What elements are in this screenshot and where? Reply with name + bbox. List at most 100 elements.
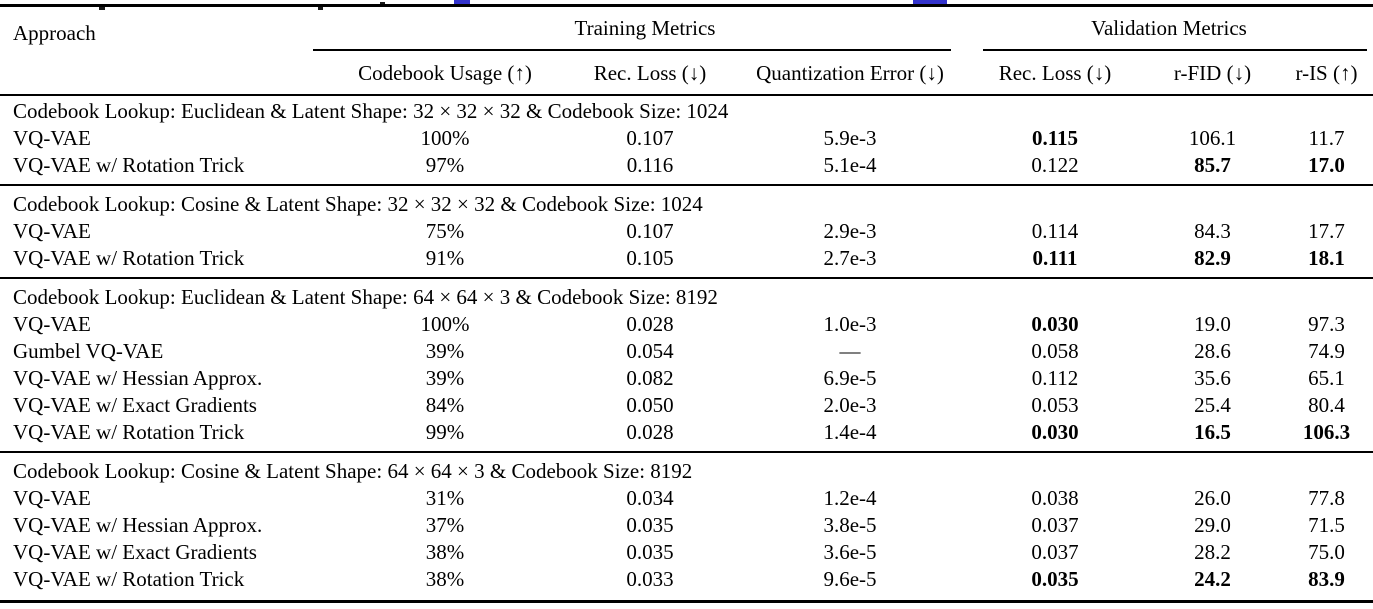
table-cell: 2.9e-3 <box>823 219 877 243</box>
caption-link-fragment <box>454 0 470 4</box>
table-section-euclidean-64: Codebook Lookup: Euclidean & Latent Shap… <box>0 284 1373 446</box>
table-header: Approach Training Metrics Validation Met… <box>0 8 1373 92</box>
table-cell: 35.6 <box>1194 366 1231 390</box>
table-cell: 0.105 <box>626 246 674 270</box>
table-cell: 9.6e-5 <box>823 567 877 591</box>
table-row: VQ-VAE w/ Hessian Approx. 37% 0.035 3.8e… <box>0 512 1373 539</box>
table-cell: 29.0 <box>1194 513 1231 537</box>
column-header-rec-loss-train: Rec. Loss (↓) <box>593 61 707 85</box>
caption-text-fragment <box>99 6 105 10</box>
table-cell: 74.9 <box>1308 339 1345 363</box>
table-cell: 65.1 <box>1308 366 1345 390</box>
table-cell: 38% <box>425 540 465 564</box>
table-cell: 0.037 <box>1031 513 1079 537</box>
table-cell: 0.035 <box>626 540 674 564</box>
approach-cell: VQ-VAE w/ Hessian Approx. <box>13 513 263 537</box>
group-header-training: Training Metrics <box>574 16 716 40</box>
table-bottom-rule <box>0 593 1373 607</box>
table-cell: 0.107 <box>626 126 674 150</box>
table-cell: 37% <box>425 513 465 537</box>
table-cell: 0.035 <box>626 513 674 537</box>
table-cell: 106.3 <box>1302 420 1351 444</box>
table-cell: 0.111 <box>1032 246 1078 270</box>
table-cell: 0.082 <box>626 366 674 390</box>
table-cell: 0.035 <box>1031 567 1079 591</box>
table-cell: 0.115 <box>1031 126 1079 150</box>
table-section-euclidean-32: Codebook Lookup: Euclidean & Latent Shap… <box>0 98 1373 179</box>
table-cell: 97% <box>425 153 465 177</box>
section-title: Codebook Lookup: Euclidean & Latent Shap… <box>13 99 729 123</box>
table-cell: 99% <box>425 420 465 444</box>
header-rule <box>0 92 1373 98</box>
table-cell: 0.122 <box>1031 153 1079 177</box>
table-cell: 5.9e-3 <box>823 126 877 150</box>
section-title: Codebook Lookup: Cosine & Latent Shape: … <box>13 192 703 216</box>
column-header-approach: Approach <box>13 21 96 45</box>
training-group-rule <box>313 49 951 51</box>
column-header-r-fid: r-FID (↓) <box>1173 61 1252 85</box>
table-row: VQ-VAE w/ Exact Gradients 84% 0.050 2.0e… <box>0 392 1373 419</box>
table-cell: 82.9 <box>1194 246 1231 270</box>
table-cell: 3.8e-5 <box>823 513 877 537</box>
table-cell: 0.116 <box>626 153 674 177</box>
table-cell: 11.7 <box>1308 126 1345 150</box>
table-cell: 83.9 <box>1308 567 1345 591</box>
approach-cell: VQ-VAE w/ Rotation Trick <box>13 567 245 591</box>
table-cell: 17.7 <box>1308 219 1345 243</box>
table-cell: 38% <box>425 567 465 591</box>
table-cell: 28.2 <box>1194 540 1231 564</box>
table-row: VQ-VAE w/ Rotation Trick 97% 0.116 5.1e-… <box>0 152 1373 179</box>
approach-cell: VQ-VAE <box>13 486 91 510</box>
approach-cell: VQ-VAE w/ Rotation Trick <box>13 420 245 444</box>
column-header-codebook-usage: Codebook Usage (↑) <box>358 61 532 85</box>
column-header-quantization-error: Quantization Error (↓) <box>756 61 944 85</box>
table-top-rule <box>0 4 1373 7</box>
section-title: Codebook Lookup: Cosine & Latent Shape: … <box>13 459 693 483</box>
table-cell: 2.7e-3 <box>823 246 877 270</box>
table-cell: 84.3 <box>1194 219 1231 243</box>
table-cell: 39% <box>425 339 465 363</box>
validation-group-rule <box>983 49 1367 51</box>
table-cell: 25.4 <box>1194 393 1231 417</box>
approach-cell: VQ-VAE w/ Hessian Approx. <box>13 366 263 390</box>
table-cell: 106.1 <box>1188 126 1237 150</box>
table-cell: 0.107 <box>626 219 674 243</box>
table-section-cosine-64: Codebook Lookup: Cosine & Latent Shape: … <box>0 458 1373 593</box>
table-cell: 1.4e-4 <box>823 420 877 444</box>
table-cell: 75% <box>425 219 465 243</box>
table-cell: 71.5 <box>1308 513 1345 537</box>
table-cell: 1.2e-4 <box>823 486 877 510</box>
section-divider <box>0 272 1373 284</box>
table-cell: 100% <box>420 126 470 150</box>
table-row: VQ-VAE 75% 0.107 2.9e-3 0.114 84.3 17.7 <box>0 218 1373 245</box>
table-cell: 1.0e-3 <box>823 312 877 336</box>
table-cell: 3.6e-5 <box>823 540 877 564</box>
table-cell: 39% <box>425 366 465 390</box>
table-row: VQ-VAE w/ Exact Gradients 38% 0.035 3.6e… <box>0 539 1373 566</box>
table-cell: 91% <box>425 246 465 270</box>
table-cell: 100% <box>420 312 470 336</box>
table-cell: 0.033 <box>626 567 674 591</box>
approach-cell: VQ-VAE w/ Exact Gradients <box>13 540 257 564</box>
table-section-cosine-32: Codebook Lookup: Cosine & Latent Shape: … <box>0 191 1373 272</box>
table-row: VQ-VAE 100% 0.028 1.0e-3 0.030 19.0 97.3 <box>0 311 1373 338</box>
approach-cell: VQ-VAE w/ Rotation Trick <box>13 153 245 177</box>
table-cell: 0.030 <box>1031 420 1079 444</box>
table-cell: 31% <box>425 486 465 510</box>
caption-link-fragment <box>913 0 947 4</box>
table-cell: 0.050 <box>626 393 674 417</box>
table-row: Gumbel VQ-VAE 39% 0.054 — 0.058 28.6 74.… <box>0 338 1373 365</box>
table-cell: 80.4 <box>1308 393 1345 417</box>
column-header-rec-loss-val: Rec. Loss (↓) <box>998 61 1112 85</box>
table-row: VQ-VAE w/ Rotation Trick 91% 0.105 2.7e-… <box>0 245 1373 272</box>
approach-cell: VQ-VAE <box>13 219 91 243</box>
table-cell: 97.3 <box>1308 312 1345 336</box>
column-header-r-is: r-IS (↑) <box>1295 61 1358 85</box>
table-cell: 24.2 <box>1194 567 1231 591</box>
table-cell: — <box>839 339 861 363</box>
approach-cell: VQ-VAE <box>13 126 91 150</box>
table-cell: 0.053 <box>1031 393 1079 417</box>
table-cell: 17.0 <box>1308 153 1345 177</box>
table-cell: 18.1 <box>1308 246 1345 270</box>
caption-text-fragment <box>318 6 323 10</box>
